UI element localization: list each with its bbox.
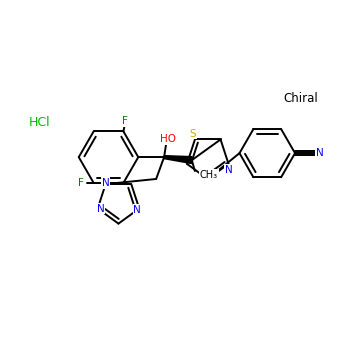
Text: F: F <box>122 117 128 126</box>
Text: HO: HO <box>160 134 176 144</box>
Text: N: N <box>133 204 141 215</box>
Text: F: F <box>78 178 84 188</box>
Text: N: N <box>97 204 105 214</box>
Text: N: N <box>102 178 110 188</box>
Polygon shape <box>164 156 192 163</box>
Text: N: N <box>225 165 232 175</box>
Text: S: S <box>190 128 196 139</box>
Text: HCl: HCl <box>29 116 51 129</box>
Text: Chiral: Chiral <box>283 92 318 105</box>
Text: CH₃: CH₃ <box>200 170 218 180</box>
Text: N: N <box>316 148 324 158</box>
